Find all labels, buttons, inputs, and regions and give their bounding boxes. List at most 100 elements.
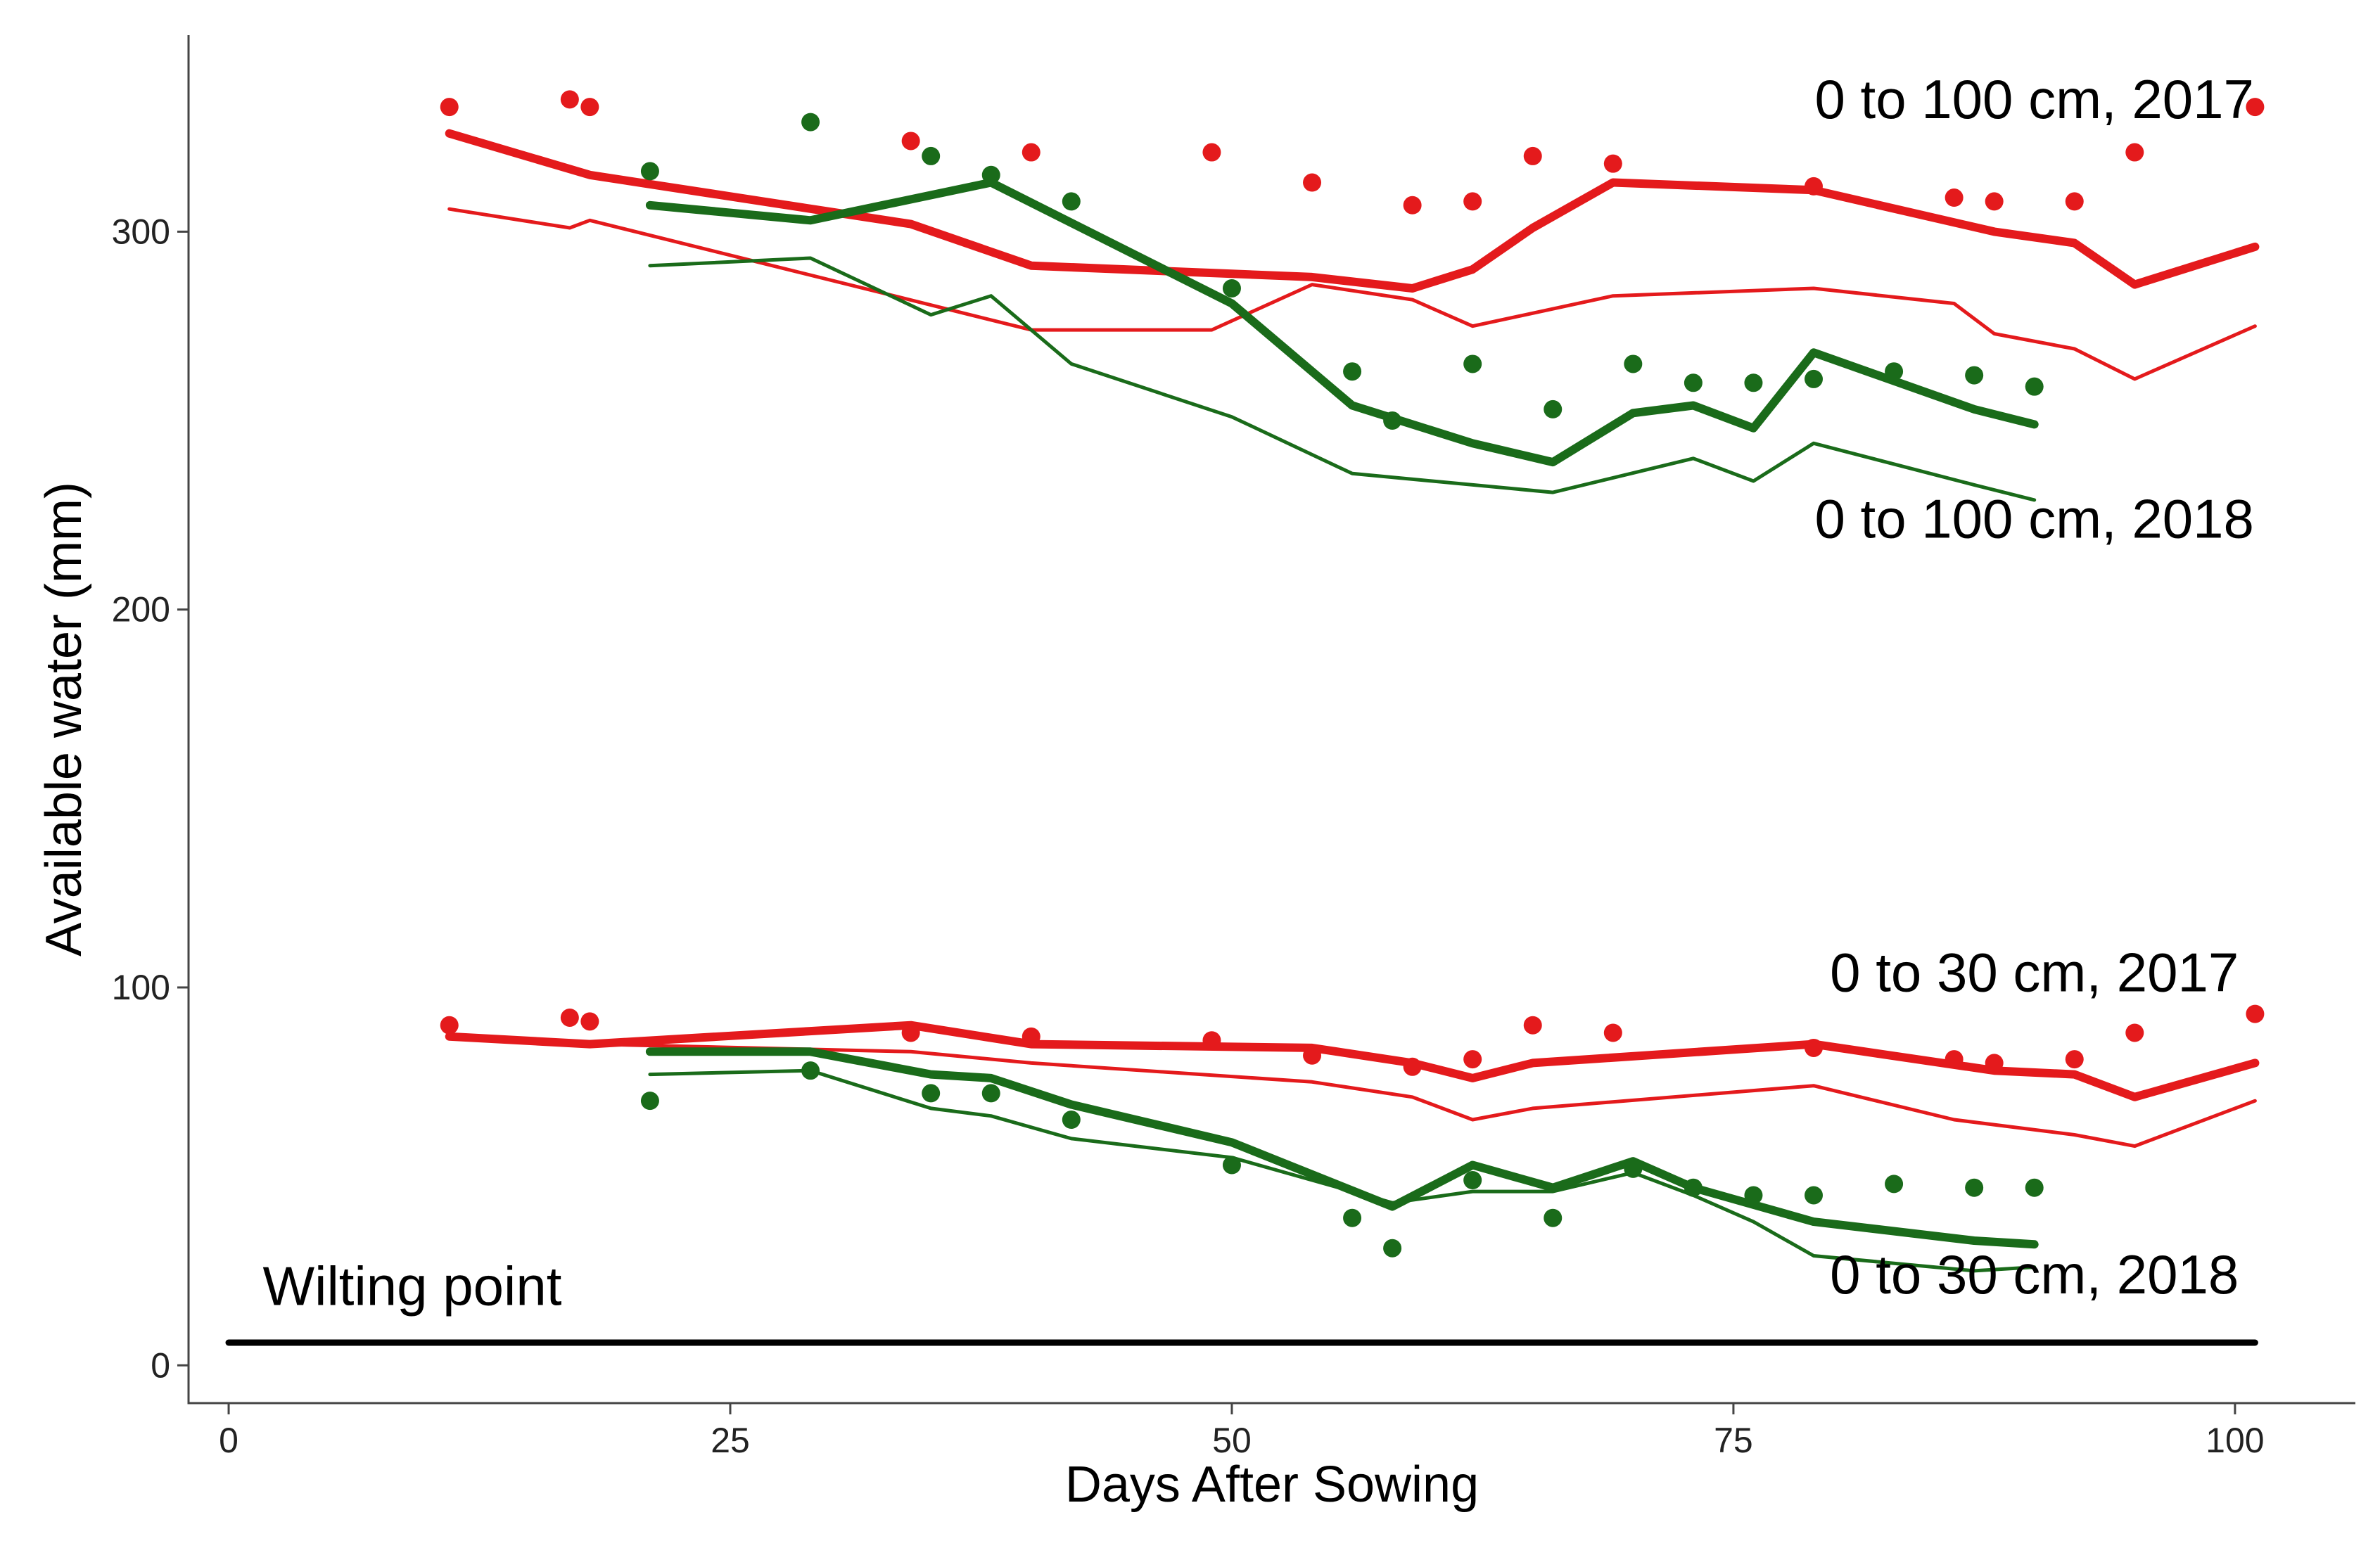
x-tick-label: 25 bbox=[711, 1421, 750, 1460]
annotation-0-to-100-cm-2017: 0 to 100 cm, 2017 bbox=[1814, 68, 2253, 130]
series-0-100-cm-2018-observed bbox=[640, 113, 2044, 430]
data-point bbox=[1383, 411, 1402, 430]
annotation-0-to-30-cm-2017: 0 to 30 cm, 2017 bbox=[1830, 941, 2239, 1003]
y-tick-label: 0 bbox=[151, 1345, 170, 1385]
annotation-wilting-point: Wilting point bbox=[263, 1255, 562, 1317]
data-point bbox=[2065, 1050, 2084, 1069]
data-point bbox=[1744, 373, 1763, 392]
data-point bbox=[801, 113, 820, 132]
data-point bbox=[1463, 1050, 1482, 1069]
data-point bbox=[1544, 1208, 1563, 1227]
plot-area bbox=[225, 90, 2265, 1346]
data-point bbox=[1624, 1159, 1643, 1178]
data-point bbox=[1885, 362, 1904, 381]
data-point bbox=[1202, 1031, 1221, 1050]
data-point bbox=[1603, 1023, 1622, 1042]
data-point bbox=[1062, 192, 1081, 211]
series-line-0-30-cm-2017-simulated-thin bbox=[447, 1035, 2257, 1149]
axis-frame bbox=[187, 35, 2355, 1405]
data-point bbox=[1022, 1027, 1041, 1046]
data-point bbox=[2246, 98, 2265, 117]
data-point bbox=[1403, 1057, 1422, 1076]
data-point bbox=[640, 1092, 659, 1111]
data-point bbox=[1985, 192, 2004, 211]
x-axis: 0 25 50 75 100 bbox=[219, 1403, 2265, 1460]
data-point bbox=[1062, 1111, 1081, 1130]
data-point bbox=[981, 1084, 1000, 1103]
data-point bbox=[1343, 1208, 1362, 1227]
data-point bbox=[1383, 1239, 1402, 1258]
data-point bbox=[640, 162, 659, 181]
data-point bbox=[1022, 143, 1041, 162]
data-point bbox=[2025, 377, 2044, 396]
data-point bbox=[1544, 399, 1563, 418]
series-line-0-30-cm-2018-simulated-thin bbox=[648, 1068, 2037, 1273]
annotations: 0 to 100 cm, 2017 0 to 100 cm, 2018 0 to 3… bbox=[263, 68, 2254, 1317]
data-point bbox=[2125, 143, 2144, 162]
x-axis-title: Days After Sowing bbox=[1065, 1457, 1479, 1513]
data-point bbox=[1965, 366, 1984, 385]
series-line-0-100-cm-2017-simulated-thin bbox=[447, 207, 2257, 381]
data-point bbox=[1885, 1175, 1904, 1194]
series-line-0-30-cm-2018-simulated-thick bbox=[645, 1047, 2039, 1249]
y-tick-label: 100 bbox=[112, 968, 170, 1007]
data-point bbox=[1684, 373, 1703, 392]
data-point bbox=[1202, 143, 1221, 162]
data-point bbox=[580, 98, 599, 117]
data-point bbox=[1805, 369, 1823, 388]
data-point bbox=[1222, 279, 1241, 298]
series-0-30-cm-2018-observed bbox=[640, 1061, 2044, 1258]
data-point bbox=[1303, 173, 1322, 192]
data-point bbox=[1744, 1186, 1763, 1205]
data-point bbox=[1463, 1170, 1482, 1189]
data-point bbox=[440, 98, 459, 117]
data-point bbox=[1523, 1016, 1542, 1035]
x-tick-label: 0 bbox=[219, 1421, 238, 1460]
data-point bbox=[1343, 362, 1362, 381]
data-point bbox=[1684, 1178, 1703, 1197]
data-point bbox=[1463, 354, 1482, 373]
data-point bbox=[1303, 1046, 1322, 1065]
data-point bbox=[1603, 154, 1622, 173]
data-point bbox=[2025, 1178, 2044, 1197]
data-point bbox=[1805, 177, 1823, 196]
series-line-0-100-cm-2018-simulated-thin bbox=[648, 256, 2037, 502]
data-point bbox=[901, 1023, 920, 1042]
annotation-0-to-30-cm-2018: 0 to 30 cm, 2018 bbox=[1830, 1243, 2239, 1305]
y-tick-label: 200 bbox=[112, 590, 170, 629]
data-point bbox=[801, 1061, 820, 1080]
data-point bbox=[580, 1012, 599, 1031]
x-tick-label: 75 bbox=[1714, 1421, 1753, 1460]
data-point bbox=[1985, 1054, 2004, 1073]
data-point bbox=[1463, 192, 1482, 211]
data-point bbox=[560, 1008, 579, 1027]
series-0-100-cm-2017-observed bbox=[440, 90, 2265, 215]
series-0-30-cm-2017-observed bbox=[440, 1004, 2265, 1076]
annotation-0-to-100-cm-2018: 0 to 100 cm, 2018 bbox=[1814, 488, 2253, 550]
data-point bbox=[1222, 1156, 1241, 1175]
data-point bbox=[901, 132, 920, 151]
data-point bbox=[1945, 188, 1964, 207]
data-point bbox=[922, 146, 941, 165]
data-point bbox=[560, 90, 579, 109]
x-tick-label: 50 bbox=[1212, 1421, 1252, 1460]
y-axis-title: Available water (mm) bbox=[36, 482, 92, 957]
data-point bbox=[1624, 354, 1643, 373]
y-axis: 0 100 200 300 bbox=[112, 212, 189, 1385]
data-point bbox=[981, 165, 1000, 184]
data-point bbox=[440, 1016, 459, 1035]
y-tick-label: 300 bbox=[112, 212, 170, 251]
data-point bbox=[1965, 1178, 1984, 1197]
data-point bbox=[2246, 1004, 2265, 1023]
data-point bbox=[1805, 1186, 1823, 1205]
x-tick-label: 100 bbox=[2206, 1421, 2264, 1460]
data-point bbox=[1945, 1050, 1964, 1069]
data-point bbox=[1523, 146, 1542, 165]
data-point bbox=[2065, 192, 2084, 211]
series-line-0-100-cm-2017-simulated-thick bbox=[445, 129, 2260, 293]
data-point bbox=[922, 1084, 941, 1103]
data-point bbox=[2125, 1023, 2144, 1042]
data-point bbox=[1403, 196, 1422, 215]
